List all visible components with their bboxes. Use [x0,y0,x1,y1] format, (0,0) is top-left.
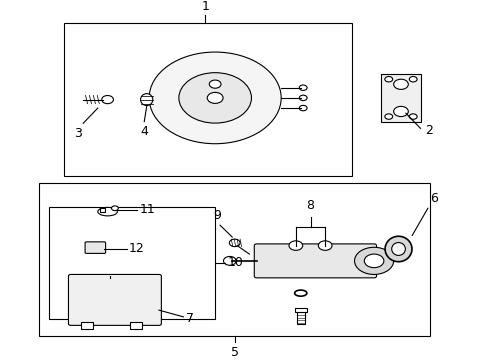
Circle shape [207,93,223,103]
Text: 5: 5 [230,346,238,359]
FancyBboxPatch shape [254,244,376,278]
Circle shape [223,256,236,265]
Text: 12: 12 [128,243,144,256]
Circle shape [229,239,240,247]
Ellipse shape [141,94,153,105]
Circle shape [288,241,302,250]
Text: 2: 2 [425,123,432,137]
Text: 10: 10 [227,256,243,269]
Circle shape [102,95,113,104]
Circle shape [384,114,392,119]
Text: 6: 6 [429,192,437,205]
Circle shape [209,80,221,88]
Bar [129,322,142,329]
Circle shape [149,52,281,144]
Text: 8: 8 [306,199,314,212]
Ellipse shape [98,207,117,216]
Bar [296,312,304,324]
Circle shape [408,114,416,119]
Ellipse shape [294,290,306,296]
Text: 11: 11 [139,203,155,216]
Circle shape [111,206,118,211]
Circle shape [179,73,251,123]
Text: 3: 3 [74,127,82,140]
Circle shape [408,76,416,82]
Ellipse shape [384,236,411,262]
Circle shape [393,106,407,117]
FancyBboxPatch shape [85,242,105,253]
FancyBboxPatch shape [68,274,161,325]
Bar [39,183,429,336]
Ellipse shape [391,243,405,256]
Bar [100,208,105,212]
Circle shape [354,247,393,274]
Bar [294,308,306,312]
Text: 9: 9 [213,209,221,222]
Bar [81,322,93,329]
Circle shape [299,85,306,90]
Circle shape [318,241,331,250]
Bar [63,23,351,176]
Circle shape [393,79,407,89]
Text: 7: 7 [185,312,193,325]
Text: 1: 1 [201,0,209,13]
Circle shape [299,95,306,100]
Circle shape [299,105,306,111]
Circle shape [364,254,383,267]
Polygon shape [381,74,420,122]
Text: 4: 4 [140,125,148,138]
Bar [49,207,215,319]
Circle shape [384,76,392,82]
